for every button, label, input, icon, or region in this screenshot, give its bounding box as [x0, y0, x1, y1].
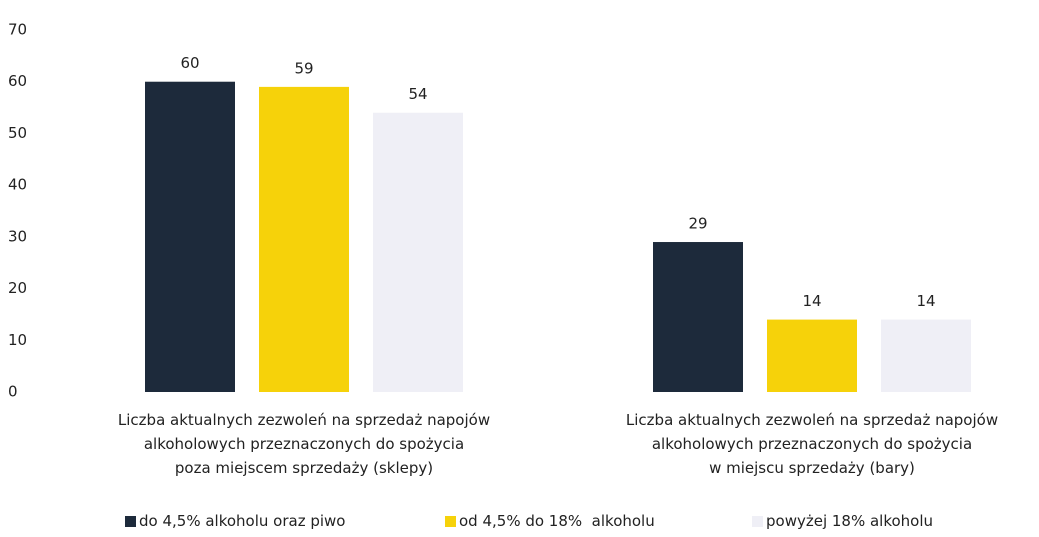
value-label: 54: [408, 85, 427, 103]
y-tick-label: 40: [8, 176, 27, 194]
value-label: 59: [294, 59, 313, 77]
bar: [259, 86, 349, 392]
legend-label: powyżej 18% alkoholu: [766, 512, 934, 530]
legend-label: do 4,5% alkoholu oraz piwo: [139, 512, 346, 530]
y-tick-label: 30: [8, 227, 27, 245]
legend-item: do 4,5% alkoholu oraz piwo: [125, 512, 345, 530]
legend-item: powyżej 18% alkoholu: [752, 512, 933, 530]
value-label: 14: [916, 292, 935, 310]
value-label: 29: [688, 215, 707, 233]
legend-label: od 4,5% do 18% alkoholu: [459, 512, 655, 530]
bar: [373, 112, 463, 392]
bar: [653, 242, 743, 392]
y-tick-label: 20: [8, 279, 27, 297]
y-tick-label: 70: [8, 21, 27, 39]
bar: [145, 81, 235, 392]
y-tick-label: 0: [8, 383, 18, 401]
legend-swatch: [125, 515, 136, 527]
bar: [881, 319, 971, 392]
y-tick-label: 50: [8, 124, 27, 142]
y-tick-label: 10: [8, 331, 27, 349]
legend-swatch: [445, 515, 456, 527]
legend-swatch: [752, 515, 763, 527]
value-label: 60: [180, 54, 199, 72]
value-label: 14: [802, 292, 821, 310]
x-tick-label: Liczba aktualnych zezwoleń na sprzedaż n…: [625, 411, 999, 477]
legend-item: od 4,5% do 18% alkoholu: [445, 512, 655, 530]
y-tick-label: 60: [8, 72, 27, 90]
bar: [767, 319, 857, 392]
x-tick-label: Liczba aktualnych zezwoleń na sprzedaż n…: [117, 411, 491, 477]
